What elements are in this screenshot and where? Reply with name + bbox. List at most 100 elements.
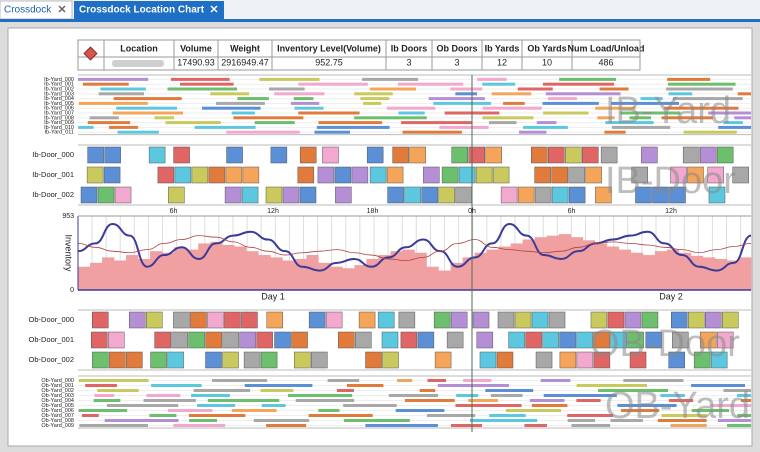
yard-block [611, 125, 671, 129]
yard-block [567, 419, 596, 422]
door-block [351, 166, 369, 184]
door-block [641, 146, 658, 164]
door-block [381, 331, 399, 349]
door-block [205, 331, 222, 349]
door-block [670, 166, 687, 184]
door-block [205, 351, 222, 369]
door-block [282, 186, 300, 204]
yard-block [365, 424, 438, 427]
door-block [476, 331, 494, 349]
inventory-bar [678, 252, 692, 290]
door-block [565, 146, 582, 164]
yard-block [94, 394, 115, 397]
inventory-line [77, 235, 752, 261]
watermark: IB-Door [605, 160, 736, 202]
yard-block [708, 111, 751, 115]
cell: 952.75 [315, 57, 343, 67]
column-header: Ob Yards [527, 43, 566, 53]
yard-block [398, 111, 425, 115]
yard-block [154, 116, 175, 120]
yard-block [629, 116, 651, 120]
yard-block [737, 414, 751, 417]
door-block [222, 351, 239, 369]
inventory-bar [174, 247, 187, 290]
inventory-bar [246, 251, 259, 290]
door-block [190, 311, 207, 329]
door-block [722, 311, 739, 329]
door-block [297, 166, 315, 184]
door-block [423, 166, 440, 184]
door-block [377, 311, 395, 329]
yard-block [559, 77, 617, 81]
yard-block [295, 399, 355, 402]
day-label: Day 1 [261, 291, 285, 301]
yard-block [201, 106, 261, 110]
yard-block [165, 121, 221, 125]
yard-block [370, 87, 416, 91]
door-block [548, 146, 565, 164]
yard-block [718, 125, 751, 129]
door-block [387, 186, 404, 204]
door-block [629, 351, 647, 369]
yard-block [529, 399, 565, 402]
door-block [208, 166, 226, 184]
yard-block [79, 424, 149, 427]
door-block [80, 186, 98, 204]
row-label: Ib-Yard_009 [44, 120, 74, 126]
door-block [168, 186, 185, 204]
yard-block [543, 394, 617, 397]
inventory-bar [486, 249, 499, 290]
yard-block [78, 77, 149, 81]
yard-block [233, 116, 304, 120]
door-block [97, 186, 115, 204]
yard-block [667, 82, 736, 86]
door-block [224, 186, 242, 204]
inventory-bar [390, 251, 403, 290]
yard-block [419, 389, 436, 392]
yard-block [505, 409, 561, 412]
row-label: Ob-Yard_002 [41, 388, 74, 394]
inventory-bar [702, 257, 716, 290]
door-block [222, 331, 239, 349]
door-block [157, 166, 175, 184]
close-icon[interactable] [210, 5, 218, 13]
door-block [107, 331, 125, 349]
door-block [693, 351, 711, 369]
yard-block [727, 424, 751, 427]
row-label: Ib-Yard_001 [44, 82, 74, 88]
inventory-bar [258, 255, 271, 290]
door-block [103, 166, 121, 184]
door-block [479, 351, 497, 369]
row-label: Ob-Door_001 [29, 335, 74, 344]
yard-block [78, 125, 94, 129]
yard-block [723, 121, 743, 125]
door-block [531, 146, 548, 164]
row-label: Ob-Door_000 [29, 315, 74, 324]
yard-block [197, 404, 236, 407]
tab-active[interactable] [74, 1, 224, 19]
yard-block [439, 125, 489, 129]
yard-block [455, 92, 478, 96]
yard-block [482, 116, 534, 120]
yard-block [388, 394, 439, 397]
yard-block [668, 92, 693, 96]
inventory-bar [306, 255, 319, 290]
yard-block [737, 92, 751, 96]
door-block [265, 186, 283, 204]
yard-block [354, 92, 393, 96]
door-block [496, 351, 514, 369]
door-block [517, 186, 535, 204]
column-header: Ib Yards [485, 43, 520, 53]
yard-block [268, 87, 305, 91]
row-label: Ob-Door_002 [29, 355, 74, 364]
yard-block [623, 379, 684, 382]
yard-block [666, 87, 733, 91]
door-block [191, 166, 209, 184]
row-label: Ib-Yard_003 [44, 91, 74, 97]
door-block [398, 311, 416, 329]
close-icon[interactable] [58, 5, 66, 13]
door-block [148, 146, 166, 164]
yard-block [691, 384, 745, 387]
yard-block [97, 389, 139, 392]
inventory-bar [450, 262, 463, 290]
